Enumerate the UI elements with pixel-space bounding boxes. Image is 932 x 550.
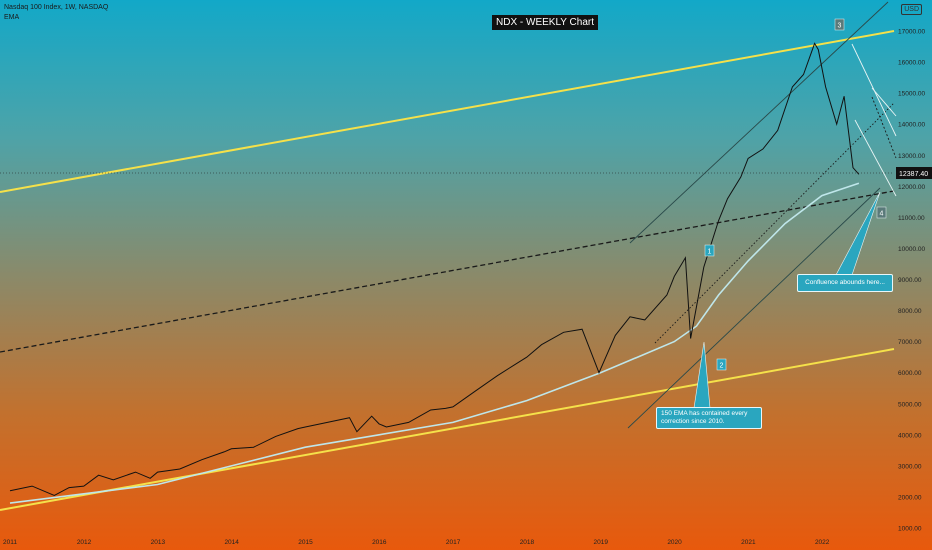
downtrend-line-c <box>871 96 897 159</box>
confluence-callout: Confluence abounds here... <box>797 274 893 292</box>
price-line <box>9 42 860 496</box>
symbol-line: Nasdaq 100 Index, 1W, NASDAQ <box>4 4 109 11</box>
downtrend-line-b <box>871 87 897 117</box>
dotted-rising-line <box>654 102 895 344</box>
y-tick-label: 6000.00 <box>898 370 922 377</box>
marker-1: 1 <box>704 244 715 257</box>
x-tick-label: 2020 <box>667 539 682 546</box>
y-tick-label: 12000.00 <box>898 184 925 191</box>
marker-4: 4 <box>876 206 887 219</box>
ema-line <box>9 182 860 504</box>
y-tick-label: 16000.00 <box>898 60 925 67</box>
x-tick-label: 2017 <box>446 539 461 546</box>
currency-badge[interactable]: USD <box>901 4 922 15</box>
x-tick-label: 2014 <box>224 539 239 546</box>
ema-callout: 150 EMA has contained every correction s… <box>656 407 762 429</box>
x-tick-label: 2022 <box>815 539 830 546</box>
x-tick-label: 2019 <box>594 539 609 546</box>
marker-1-label: 1 <box>708 249 712 256</box>
y-tick-label: 11000.00 <box>898 215 925 222</box>
trend-lines <box>0 1 897 511</box>
x-tick-label: 2012 <box>77 539 92 546</box>
chart-title: NDX - WEEKLY Chart <box>492 15 598 30</box>
marker-3-label: 3 <box>838 23 842 30</box>
confluence-pointer <box>835 191 881 276</box>
y-tick-label: 8000.00 <box>898 308 922 315</box>
y-tick-label: 9000.00 <box>898 277 922 284</box>
y-tick-label: 4000.00 <box>898 432 922 439</box>
lower-channel-line <box>0 348 895 511</box>
y-tick-label: 13000.00 <box>898 153 925 160</box>
x-tick-label: 2013 <box>151 539 166 546</box>
x-tick-label: 2015 <box>298 539 313 546</box>
y-tick-label: 5000.00 <box>898 401 922 408</box>
steep-lower-line <box>627 187 881 429</box>
y-tick-label: 10000.00 <box>898 246 925 253</box>
y-tick-label: 7000.00 <box>898 339 922 346</box>
y-tick-label: 1000.00 <box>898 526 922 533</box>
marker-2: 2 <box>716 358 727 371</box>
y-axis-ticks: 17000.00 16000.00 15000.00 14000.00 13000.00… <box>898 29 925 533</box>
last-price-tag: 12387.40 <box>896 167 932 179</box>
x-axis-ticks: 2011 2012 2013 2014 2015 2016 2017 2018 2019 2020… <box>3 539 830 546</box>
y-tick-label: 2000.00 <box>898 494 922 501</box>
y-tick-label: 3000.00 <box>898 463 922 470</box>
steep-upper-line <box>629 1 889 244</box>
upper-channel-line <box>0 30 895 193</box>
marker-2-label: 2 <box>720 363 724 370</box>
x-tick-label: 2018 <box>520 539 535 546</box>
x-tick-label: 2016 <box>372 539 387 546</box>
last-price-label: 12387.40 <box>899 171 928 178</box>
y-tick-label: 17000.00 <box>898 29 925 36</box>
marker-3: 3 <box>834 18 845 31</box>
midline-dashed <box>0 190 895 353</box>
indicator-label: EMA <box>4 14 20 21</box>
marker-4-label: 4 <box>880 211 884 218</box>
y-tick-label: 14000.00 <box>898 122 925 129</box>
x-tick-label: 2011 <box>3 539 17 546</box>
y-tick-label: 15000.00 <box>898 91 925 98</box>
x-tick-label: 2021 <box>741 539 756 546</box>
downtrend-line-d <box>854 119 897 197</box>
